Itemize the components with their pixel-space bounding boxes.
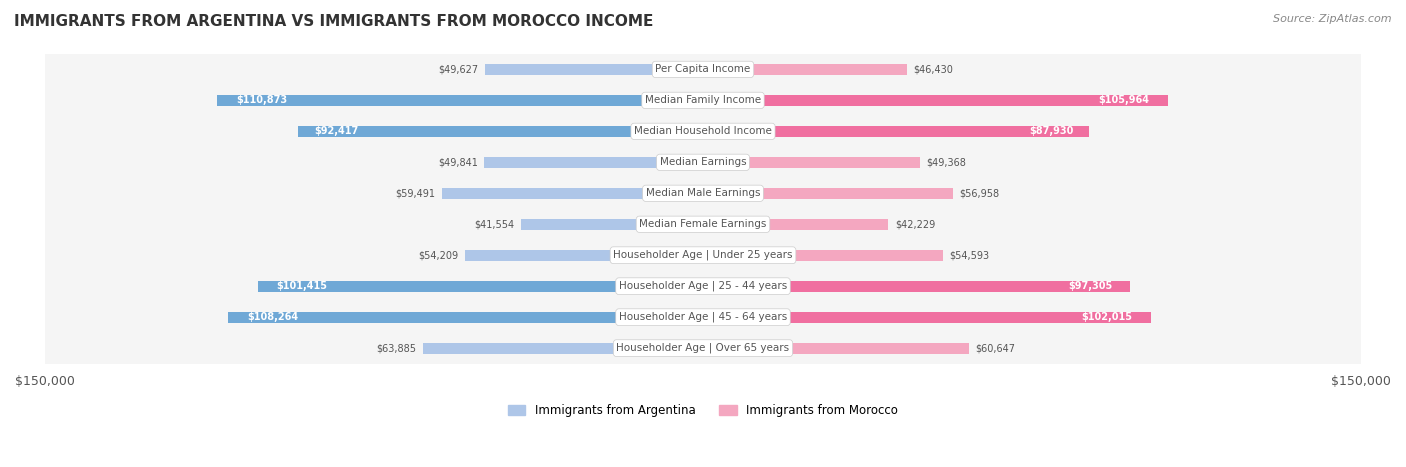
Text: $63,885: $63,885 (377, 343, 416, 353)
Text: $101,415: $101,415 (276, 281, 326, 291)
Bar (259, 281, 703, 291)
Bar (703, 219, 889, 230)
Text: $41,554: $41,554 (474, 219, 515, 229)
Text: $56,958: $56,958 (959, 188, 1000, 198)
Text: $97,305: $97,305 (1069, 281, 1112, 291)
Bar (45, 147, 1361, 178)
Bar (703, 126, 1088, 137)
Bar (217, 95, 703, 106)
Bar (465, 250, 703, 261)
Bar (484, 157, 703, 168)
Bar (298, 126, 703, 137)
Text: IMMIGRANTS FROM ARGENTINA VS IMMIGRANTS FROM MOROCCO INCOME: IMMIGRANTS FROM ARGENTINA VS IMMIGRANTS … (14, 14, 654, 29)
Text: Median Earnings: Median Earnings (659, 157, 747, 167)
Text: $46,430: $46,430 (914, 64, 953, 74)
Text: Source: ZipAtlas.com: Source: ZipAtlas.com (1274, 14, 1392, 24)
Bar (423, 343, 703, 354)
Bar (45, 178, 1361, 209)
Bar (703, 312, 1150, 323)
Bar (45, 271, 1361, 302)
Text: Median Male Earnings: Median Male Earnings (645, 188, 761, 198)
Text: $54,593: $54,593 (949, 250, 990, 260)
Bar (45, 209, 1361, 240)
Legend: Immigrants from Argentina, Immigrants from Morocco: Immigrants from Argentina, Immigrants fr… (503, 399, 903, 422)
Text: $110,873: $110,873 (236, 95, 287, 106)
Text: Householder Age | 25 - 44 years: Householder Age | 25 - 44 years (619, 281, 787, 291)
Bar (441, 188, 703, 198)
Text: Per Capita Income: Per Capita Income (655, 64, 751, 74)
Bar (228, 312, 703, 323)
Text: Householder Age | Under 25 years: Householder Age | Under 25 years (613, 250, 793, 261)
Bar (45, 85, 1361, 116)
Text: $49,627: $49,627 (439, 64, 478, 74)
Bar (703, 157, 920, 168)
Text: Median Female Earnings: Median Female Earnings (640, 219, 766, 229)
Text: Householder Age | 45 - 64 years: Householder Age | 45 - 64 years (619, 312, 787, 322)
Text: $102,015: $102,015 (1081, 312, 1133, 322)
Bar (703, 250, 942, 261)
Text: Median Family Income: Median Family Income (645, 95, 761, 106)
Text: $49,368: $49,368 (927, 157, 966, 167)
Bar (485, 64, 703, 75)
Text: $49,841: $49,841 (437, 157, 478, 167)
Bar (703, 281, 1130, 291)
Text: $42,229: $42,229 (894, 219, 935, 229)
Text: Householder Age | Over 65 years: Householder Age | Over 65 years (616, 343, 790, 354)
Text: $92,417: $92,417 (314, 126, 359, 136)
Text: $87,930: $87,930 (1029, 126, 1073, 136)
Text: $60,647: $60,647 (976, 343, 1015, 353)
Bar (45, 240, 1361, 271)
Bar (45, 116, 1361, 147)
Bar (703, 95, 1168, 106)
Bar (45, 54, 1361, 85)
Text: Median Household Income: Median Household Income (634, 126, 772, 136)
Text: $105,964: $105,964 (1098, 95, 1149, 106)
Bar (703, 343, 969, 354)
Text: $54,209: $54,209 (419, 250, 458, 260)
Bar (45, 302, 1361, 333)
Text: $59,491: $59,491 (395, 188, 436, 198)
Bar (703, 64, 907, 75)
Text: $108,264: $108,264 (247, 312, 298, 322)
Bar (45, 333, 1361, 364)
Bar (703, 188, 953, 198)
Bar (520, 219, 703, 230)
